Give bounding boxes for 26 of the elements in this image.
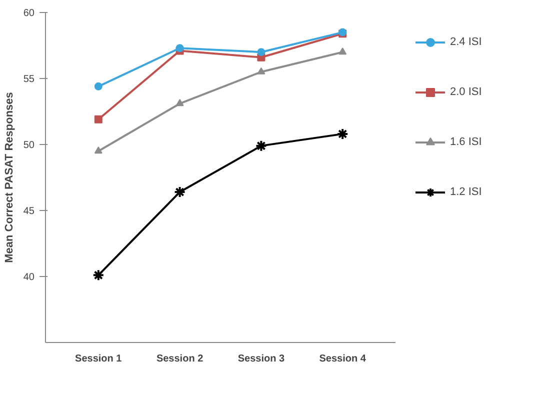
point xyxy=(94,82,102,90)
point xyxy=(336,128,349,140)
y-axis-title: Mean Correct PASAT Responses xyxy=(3,92,16,263)
x-tick-label: Session 1 xyxy=(75,354,122,364)
legend-label: 2.0 ISI xyxy=(450,86,482,98)
point xyxy=(176,99,184,106)
legend-label: 1.6 ISI xyxy=(450,136,482,148)
point xyxy=(176,44,184,52)
point xyxy=(257,67,266,74)
point xyxy=(257,48,266,56)
point xyxy=(94,115,102,124)
y-tick-label: 60 xyxy=(23,8,35,19)
y-tick-label: 45 xyxy=(23,206,35,217)
x-tick-label: Session 2 xyxy=(156,354,204,364)
point xyxy=(92,269,104,282)
point xyxy=(94,146,102,154)
y-tick-label: 50 xyxy=(23,140,35,151)
point xyxy=(255,140,268,152)
legend-label: 1.2 ISI xyxy=(450,186,482,198)
point xyxy=(174,186,186,198)
y-tick-label: 55 xyxy=(23,74,35,85)
x-tick-label: Session 3 xyxy=(238,354,285,364)
y-tick-label: 40 xyxy=(23,272,35,283)
x-tick-label: Session 4 xyxy=(319,354,366,364)
legend-label: 2.4 ISI xyxy=(450,36,482,48)
point xyxy=(338,48,347,55)
